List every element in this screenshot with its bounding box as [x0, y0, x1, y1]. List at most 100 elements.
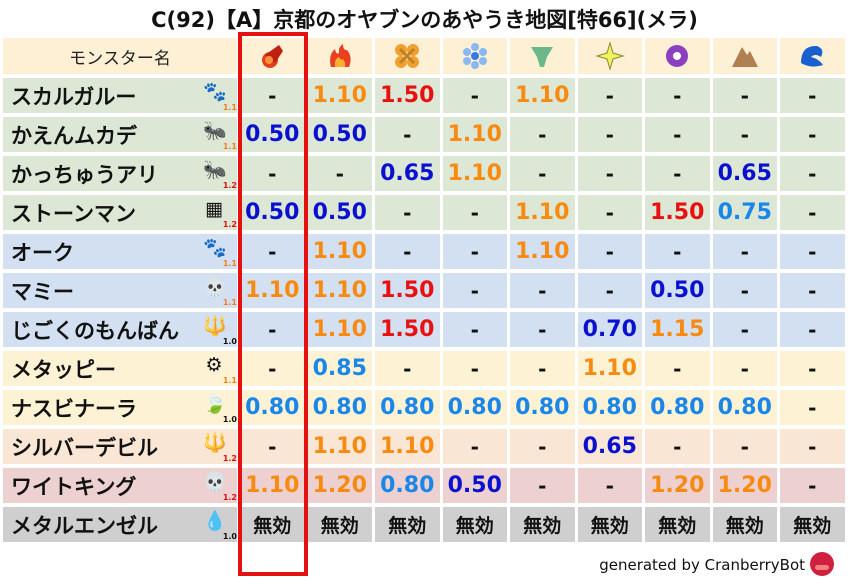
resistance-value-dein: - — [577, 117, 642, 152]
resistance-value-mera: - — [240, 429, 305, 464]
element-header-io — [375, 38, 440, 74]
dark-swirl-icon — [666, 45, 689, 67]
resistance-value-mera: 1.10 — [240, 273, 305, 308]
resistance-value-bagi: - — [510, 351, 575, 386]
scale-label: 1.0 — [222, 337, 237, 346]
resistance-value-hyado: - — [442, 312, 507, 347]
resistance-value-mera: 0.80 — [240, 390, 305, 425]
resistance-value-dein: - — [577, 234, 642, 269]
resistance-value-gira: 1.20 — [307, 468, 372, 503]
resistance-value-io: 1.10 — [375, 429, 440, 464]
resistance-value-hyado: - — [442, 234, 507, 269]
resistance-value-gira: 1.10 — [307, 234, 372, 269]
skull-icon: 💀 — [203, 471, 227, 493]
resistance-value-hyado: - — [442, 351, 507, 386]
resistance-value-water: - — [780, 351, 845, 386]
resistance-value-gira: 0.50 — [307, 195, 372, 230]
tornado-icon — [531, 47, 554, 67]
resistance-value-jibaria: 0.65 — [712, 156, 777, 191]
monster-row-name: スカルガルー 🐾 1.1 — [3, 78, 237, 113]
resistance-value-io: - — [375, 234, 440, 269]
resistance-value-water: - — [780, 273, 845, 308]
element-header-bagi — [510, 38, 575, 74]
resistance-value-dein: - — [577, 195, 642, 230]
trident-icon: 🔱 — [203, 315, 227, 337]
resistance-value-mera: 無効 — [240, 507, 305, 542]
earth-rock-icon — [731, 47, 758, 67]
resistance-value-jibaria: 0.75 — [712, 195, 777, 230]
resistance-value-bagi: - — [510, 117, 575, 152]
paw-icon: 🐾 — [203, 237, 227, 259]
resistance-value-doruma: - — [645, 156, 710, 191]
fireball-icon — [262, 45, 284, 68]
resistance-value-dein: 0.70 — [577, 312, 642, 347]
monster-row-name: かえんムカデ 🐜 1.1 — [3, 117, 237, 152]
resistance-value-mera: - — [240, 234, 305, 269]
bug-icon: 🐜 — [203, 159, 227, 181]
resistance-value-bagi: 無効 — [510, 507, 575, 542]
monster-name: かえんムカデ — [11, 123, 137, 148]
monster-row-name: メタッピー ⚙ 1.1 — [3, 351, 237, 386]
resistance-value-io: 1.50 — [375, 78, 440, 113]
footer-credit: generated by CranberryBot — [599, 556, 805, 574]
resistance-value-bagi: - — [510, 312, 575, 347]
scale-label: 1.2 — [222, 454, 237, 463]
resistance-value-dein: 0.65 — [577, 429, 642, 464]
resistance-value-jibaria: 1.20 — [712, 468, 777, 503]
resistance-value-mera: - — [240, 351, 305, 386]
scale-label: 1.1 — [222, 103, 237, 112]
resistance-value-gira: - — [307, 156, 372, 191]
scale-label: 1.1 — [222, 259, 237, 268]
resistance-value-jibaria: - — [712, 429, 777, 464]
resistance-value-hyado: 無効 — [442, 507, 507, 542]
resistance-value-bagi: 1.10 — [510, 234, 575, 269]
resistance-value-doruma: 無効 — [645, 507, 710, 542]
resistance-value-io: 1.50 — [375, 312, 440, 347]
resistance-value-hyado: 1.10 — [442, 156, 507, 191]
resistance-value-hyado: - — [442, 273, 507, 308]
resistance-value-doruma: - — [645, 117, 710, 152]
resistance-value-dein: - — [577, 78, 642, 113]
gear-icon: ⚙ — [205, 354, 223, 376]
monster-row-name: マミー 💀 1.1 — [3, 273, 237, 308]
monster-row-name: メタルエンゼル 💧 1.0 — [3, 507, 237, 542]
resistance-value-doruma: 1.15 — [645, 312, 710, 347]
resistance-value-gira: 1.10 — [307, 78, 372, 113]
resistance-value-gira: 1.10 — [307, 429, 372, 464]
resistance-value-io: 0.65 — [375, 156, 440, 191]
bug-icon: 🐜 — [203, 120, 227, 142]
monster-name: シルバーデビル — [11, 435, 158, 460]
monster-name: ワイトキング — [11, 474, 137, 499]
resistance-value-gira: 0.85 — [307, 351, 372, 386]
resistance-value-dein: 0.80 — [577, 390, 642, 425]
monster-name-header: モンスター名 — [3, 38, 237, 74]
ice-crystal-icon — [462, 43, 487, 69]
resistance-value-io: 0.80 — [375, 468, 440, 503]
resistance-value-dein: 1.10 — [577, 351, 642, 386]
resistance-value-jibaria: - — [712, 117, 777, 152]
scale-label: 1.1 — [222, 376, 237, 385]
resistance-value-dein: - — [577, 156, 642, 191]
skull-icon: 💀 — [203, 276, 227, 298]
resistance-value-gira: 0.80 — [307, 390, 372, 425]
monster-row-name: じごくのもんばん 🔱 1.0 — [3, 312, 237, 347]
page-title: C(92)【A】京都のオヤブンのあやうき地図[特66](メラ) — [151, 8, 698, 32]
resistance-value-gira: 無効 — [307, 507, 372, 542]
paw-icon: 🐾 — [203, 81, 227, 103]
resistance-value-jibaria: - — [712, 273, 777, 308]
resistance-table: モンスター名 スカルガルー 🐾 1.1-1.10 1.50-1.10- - - - かえんムカ… — [3, 38, 845, 542]
resistance-value-mera: - — [240, 156, 305, 191]
resistance-value-dein: - — [577, 468, 642, 503]
resistance-value-water: - — [780, 390, 845, 425]
monster-name: スカルガルー — [11, 84, 137, 109]
resistance-value-doruma: 0.80 — [645, 390, 710, 425]
resistance-value-mera: - — [240, 78, 305, 113]
resistance-value-hyado: - — [442, 429, 507, 464]
resistance-value-io: 無効 — [375, 507, 440, 542]
monster-name: オーク — [11, 240, 74, 265]
monster-name: マミー — [11, 279, 74, 304]
resistance-value-doruma: - — [645, 78, 710, 113]
resistance-value-doruma: - — [645, 429, 710, 464]
scale-label: 1.2 — [222, 493, 237, 502]
resistance-value-jibaria: 無効 — [712, 507, 777, 542]
